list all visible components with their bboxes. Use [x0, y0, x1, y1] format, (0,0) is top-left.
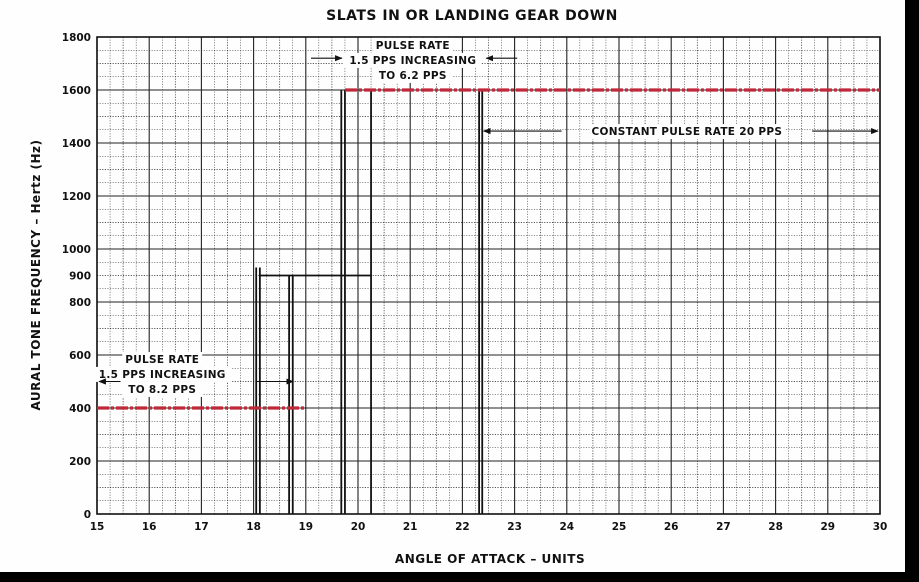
annotation-bg [122, 351, 203, 367]
x-tick-label: 21 [403, 521, 418, 533]
annotation-text: 1.5 PPS INCREASING [349, 55, 476, 67]
x-tick-label: 24 [559, 521, 574, 533]
y-tick-label: 600 [69, 350, 91, 362]
y-tick-label: 800 [69, 297, 91, 309]
chart-title: SLATS IN OR LANDING GEAR DOWN [326, 8, 618, 24]
y-tick-label: 1800 [62, 32, 91, 44]
annotation-text: PULSE RATE [376, 40, 450, 52]
y-tick-label: 1000 [62, 244, 91, 256]
annotation-text: TO 8.2 PPS [128, 384, 196, 396]
annotation-bg [589, 124, 785, 140]
x-tick-label: 25 [612, 521, 627, 533]
x-tick-label: 28 [768, 521, 783, 533]
x-tick-label: 30 [873, 521, 888, 533]
y-tick-label: 1200 [62, 191, 91, 203]
y-tick-label: 1600 [62, 85, 91, 97]
x-tick-label: 19 [298, 521, 313, 533]
x-axis-title: ANGLE OF ATTACK – UNITS [395, 552, 585, 566]
x-tick-label: 20 [351, 521, 366, 533]
y-tick-label: 400 [69, 403, 91, 415]
annotation-text: PULSE RATE [125, 354, 199, 366]
plot-border [96, 36, 881, 515]
x-tick-label: 29 [820, 521, 835, 533]
annotation-text: TO 6.2 PPS [379, 70, 447, 82]
chart: SLATS IN OR LANDING GEAR DOWN ANGLE OF A… [29, 8, 888, 566]
x-tick-label: 23 [507, 521, 522, 533]
annotation-bg [372, 37, 453, 53]
x-tick-label: 15 [90, 521, 105, 533]
x-tick-label: 18 [246, 521, 261, 533]
x-tick-label: 16 [142, 521, 157, 533]
plot-area: 15 16 17 18 19 20 21 22 23 24 25 26 27 28 29 30 0 200 400 6… [62, 32, 888, 533]
annotation-bg [93, 366, 232, 382]
chart-sheet: SLATS IN OR LANDING GEAR DOWN ANGLE OF A… [0, 0, 905, 572]
annotation-text: 1.5 PPS INCREASING [99, 369, 226, 381]
y-tick-label: 200 [69, 456, 91, 468]
x-tick-label: 22 [455, 521, 470, 533]
annotation-bg [372, 67, 453, 83]
x-tick-label: 27 [716, 521, 731, 533]
grid [96, 36, 881, 515]
annotation-bg [122, 381, 203, 397]
annotation-bg [344, 52, 482, 68]
x-tick-label: 26 [664, 521, 679, 533]
annotation-text: CONSTANT PULSE RATE 20 PPS [591, 126, 782, 138]
transition-lines [255, 90, 484, 514]
y-tick-label: 1400 [62, 138, 91, 150]
y-tick-label: 900 [69, 271, 91, 283]
x-tick-label: 17 [194, 521, 209, 533]
y-axis-title: AURAL TONE FREQUENCY – Hertz (Hz) [29, 140, 43, 411]
y-tick-label: 0 [84, 509, 91, 521]
